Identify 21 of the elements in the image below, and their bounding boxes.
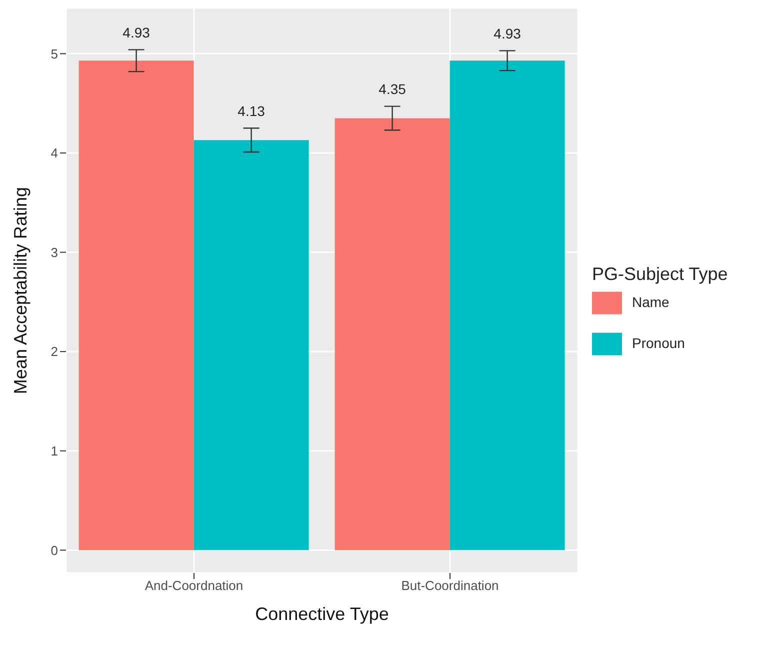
y-tick-label: 5 <box>50 46 58 62</box>
y-tick-label: 1 <box>50 443 58 458</box>
bar <box>334 118 450 550</box>
data-label: 4.35 <box>378 80 406 97</box>
legend-label: Name <box>632 294 670 310</box>
legend-label: Pronoun <box>632 335 685 351</box>
legend-title: PG-Subject Type <box>592 264 728 285</box>
y-tick-label: 2 <box>50 344 58 360</box>
bar <box>194 140 309 550</box>
y-tick-label: 0 <box>50 542 58 558</box>
bar <box>450 60 565 550</box>
x-axis-title: Connective Type <box>255 604 389 624</box>
x-tick-label: And-Coordnation <box>144 578 244 594</box>
y-tick-label: 4 <box>50 146 58 161</box>
data-label: 4.93 <box>122 24 150 40</box>
data-label: 4.13 <box>238 102 266 119</box>
bar <box>78 60 194 550</box>
x-tick-label: But-Coordination <box>401 578 499 594</box>
y-tick-label: 3 <box>50 244 58 260</box>
y-axis-title: Mean Acceptability Rating <box>10 186 30 394</box>
data-label: 4.93 <box>494 25 522 42</box>
